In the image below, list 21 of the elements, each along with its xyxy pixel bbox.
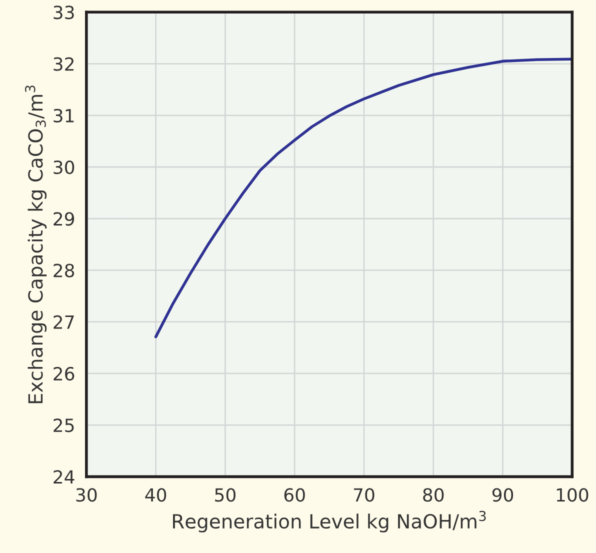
y-tick-label: 25 (54, 418, 74, 432)
y-tick-label: 32 (54, 57, 74, 71)
y-tick-label: 31 (54, 108, 74, 123)
y-axis-title: Exchange Capacity kg CaCO$_{3}$/m$^{3}$ (25, 86, 47, 404)
x-tick-label: 80 (423, 488, 444, 502)
y-tick-label: 29 (54, 212, 74, 226)
y-tick-label: 26 (54, 366, 74, 381)
x-tick-label: 70 (354, 488, 374, 502)
x-tick-label: 100 (556, 488, 588, 502)
x-tick-label: 60 (284, 488, 305, 502)
y-tick-label: 24 (54, 470, 74, 484)
y-tick-label: 28 (54, 264, 74, 278)
x-tick-label: 90 (492, 488, 514, 502)
x-tick-label: 30 (76, 488, 97, 502)
y-tick-label: 30 (54, 160, 74, 174)
y-tick-label: 27 (54, 315, 74, 329)
y-tick-label: 33 (54, 6, 74, 20)
line-series (154, 58, 572, 338)
x-tick-label: 40 (145, 488, 166, 502)
x-axis-title: Regeneration Level kg NaOH/m$^{3}$ (173, 510, 486, 532)
x-tick-label: 50 (215, 488, 236, 502)
